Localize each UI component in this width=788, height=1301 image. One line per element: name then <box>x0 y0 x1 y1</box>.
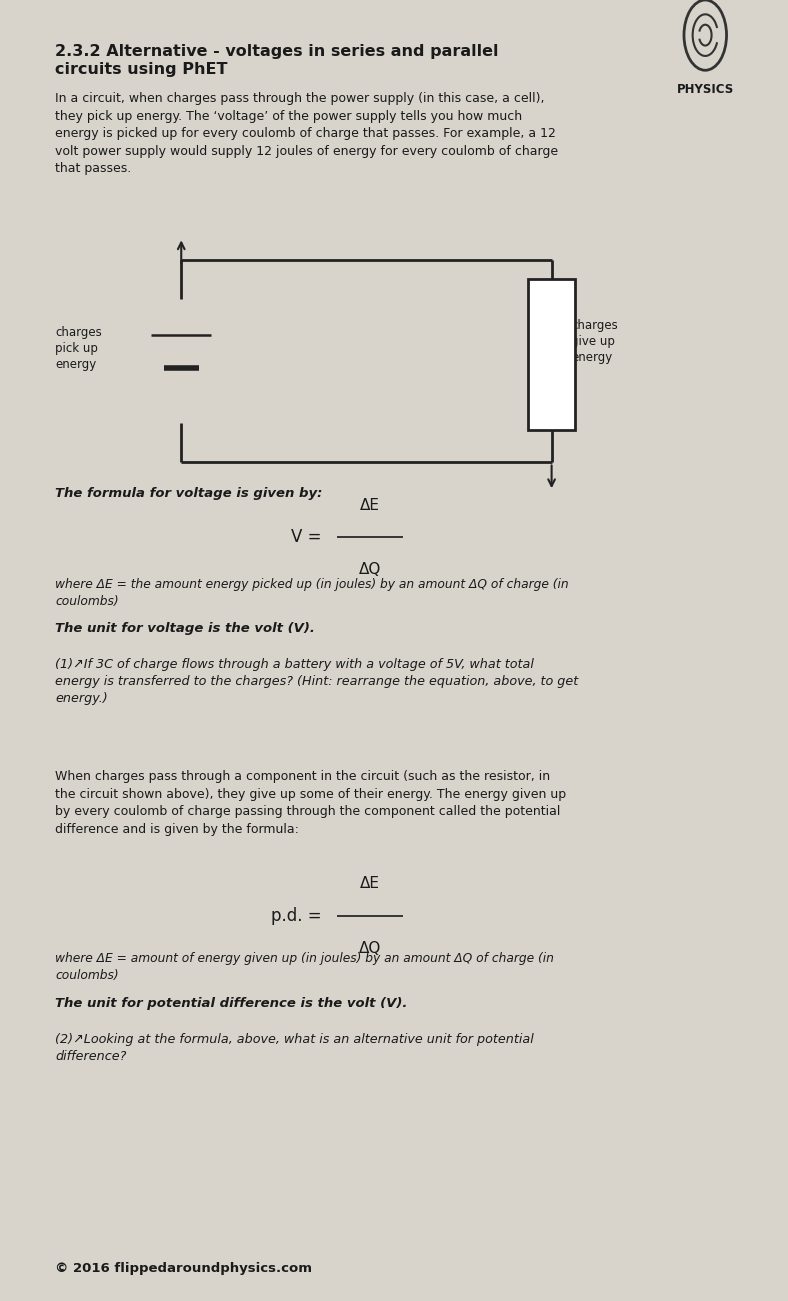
Text: PHYSICS: PHYSICS <box>677 83 734 96</box>
Text: When charges pass through a component in the circuit (such as the resistor, in
t: When charges pass through a component in… <box>55 770 567 835</box>
Text: In a circuit, when charges pass through the power supply (in this case, a cell),: In a circuit, when charges pass through … <box>55 92 558 176</box>
Text: (2)↗Looking at the formula, above, what is an alternative unit for potential
dif: (2)↗Looking at the formula, above, what … <box>55 1033 534 1063</box>
Text: V =: V = <box>292 528 327 546</box>
Text: where ΔE = amount of energy given up (in joules) by an amount ΔQ of charge (in
c: where ΔE = amount of energy given up (in… <box>55 952 554 982</box>
Text: (1)↗If 3C of charge flows through a battery with a voltage of 5V, what total
ene: (1)↗If 3C of charge flows through a batt… <box>55 658 578 705</box>
Text: © 2016 flippedaroundphysics.com: © 2016 flippedaroundphysics.com <box>55 1262 312 1275</box>
Text: ΔQ: ΔQ <box>359 941 381 956</box>
Text: circuits using PhET: circuits using PhET <box>55 62 228 78</box>
Text: ΔE: ΔE <box>360 497 381 513</box>
FancyBboxPatch shape <box>528 280 575 429</box>
Text: ΔQ: ΔQ <box>359 562 381 578</box>
Text: The unit for potential difference is the volt (V).: The unit for potential difference is the… <box>55 997 407 1010</box>
Text: where ΔE = the amount energy picked up (in joules) by an amount ΔQ of charge (in: where ΔE = the amount energy picked up (… <box>55 578 569 608</box>
Text: ΔE: ΔE <box>360 876 381 891</box>
Text: The formula for voltage is given by:: The formula for voltage is given by: <box>55 487 322 500</box>
Text: charges
give up
energy: charges give up energy <box>571 319 618 364</box>
Text: 2.3.2 Alternative - voltages in series and parallel: 2.3.2 Alternative - voltages in series a… <box>55 44 499 60</box>
Text: The unit for voltage is the volt (V).: The unit for voltage is the volt (V). <box>55 622 315 635</box>
Text: p.d. =: p.d. = <box>271 907 327 925</box>
Text: charges
pick up
energy: charges pick up energy <box>55 325 102 371</box>
